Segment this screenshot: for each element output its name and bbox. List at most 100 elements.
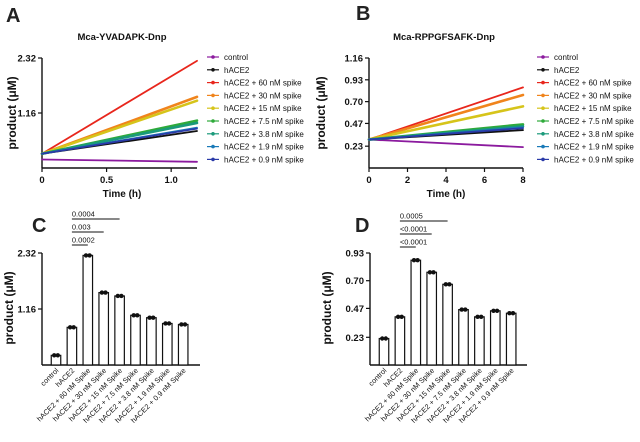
b-ytick-label: 0.70 [345, 97, 364, 108]
d-p-value: <0.0001 [400, 225, 427, 234]
panel-a-legend: control hACE2 hACE2 + 60 nM spike hACE2 + 3… [207, 53, 304, 164]
b-xtick-label: 2 [405, 175, 410, 186]
c-bar-hace2-60-nm-spike [82, 254, 94, 366]
b-series-hace2-15-nm-spike [367, 105, 525, 141]
panel-letter-b: B [356, 3, 370, 25]
panel-a-series [40, 59, 199, 163]
panel-b-title: Mca-RPPGFSAFK-Dnp [393, 32, 495, 43]
c-bar-hace2-0-9-nm-spike [177, 323, 189, 366]
d-ytick-label: 0.93 [346, 249, 365, 260]
panel-c-bar-chart: 1.16 2.32 0.0004 0.003 0.0002 controlhACE2h… [2, 210, 200, 425]
panel-c-bars [50, 253, 189, 366]
a-legend-label-hace2-60-nm-spike: hACE2 + 60 nM spike [224, 79, 302, 88]
a-series-hace2-0-9-nm-spike [41, 127, 198, 155]
a-series-control [41, 158, 198, 163]
d-ytick-label: 0.47 [346, 304, 365, 315]
a-legend-marker-hace2-15-nm-spike [211, 106, 215, 110]
d-ytick-label: 0.70 [346, 276, 365, 287]
panel-a-x-label: Time (h) [103, 189, 142, 200]
d-bar-hace2-7-5-nm-spike [458, 309, 469, 366]
c-bar-hace2-3-8-nm-spike [146, 317, 157, 366]
b-legend-label-hace2-15-nm-spike: hACE2 + 15 nM spike [554, 104, 632, 113]
b-legend-marker-hace2 [541, 68, 545, 72]
c-ytick-label: 1.16 [18, 305, 37, 316]
b-legend-label-hace2-7-5-nm-spike: hACE2 + 7.5 nM spike [554, 117, 634, 126]
panel-c-y-label: product (μM) [2, 271, 16, 344]
b-legend-marker-hace2-7-5-nm-spike [541, 119, 545, 123]
d-bar-hace2-3-8-nm-spike [474, 316, 485, 366]
d-bar-control [378, 337, 390, 366]
b-legend-marker-hace2-0-9-nm-spike [541, 157, 545, 162]
a-ytick-label: 1.16 [18, 109, 37, 120]
a-legend-label-hace2-7-5-nm-spike: hACE2 + 7.5 nM spike [224, 117, 304, 126]
a-legend-marker-control [211, 55, 215, 59]
b-legend-label-hace2-0-9-nm-spike: hACE2 + 0.9 nM spike [554, 155, 634, 164]
b-legend-marker-hace2-60-nm-spike [541, 80, 545, 85]
a-legend-marker-hace2-3-8-nm-spike [211, 132, 215, 136]
c-bar-hace2 [66, 326, 78, 366]
a-xtick-label: 1.0 [165, 175, 178, 186]
d-bar-hace2-30-nm-spike [426, 271, 438, 366]
c-bar-hace2-7-5-nm-spike [130, 314, 141, 366]
a-legend-marker-hace2-7-5-nm-spike [211, 119, 215, 123]
panel-b-x-label: Time (h) [427, 189, 466, 200]
b-ytick-label: 0.93 [345, 75, 364, 86]
a-xtick-label: 0.5 [100, 175, 114, 186]
panel-a-y-label: product (μM) [5, 76, 19, 149]
a-legend-marker-hace2-30-nm-spike [211, 93, 215, 98]
d-bar-hace2-60-nm-spike [410, 259, 422, 366]
panel-d-bar-chart: 0.23 0.47 0.70 0.93 0.0005 <0.0001 <0.0001 co… [320, 212, 527, 425]
panel-d-ticks: 0.23 0.47 0.70 0.93 [346, 249, 370, 344]
panel-letter-a: A [6, 5, 20, 27]
c-bar-hace2-15-nm-spike [114, 295, 125, 366]
panel-c-significance: 0.0004 0.003 0.0002 [71, 210, 120, 246]
c-p-value: 0.0002 [72, 236, 95, 245]
a-series-hace2-15-nm-spike [40, 99, 199, 156]
b-legend-marker-control [541, 55, 545, 59]
b-series-hace2-30-nm-spike [367, 93, 525, 141]
a-legend-marker-hace2-0-9-nm-spike [211, 157, 215, 162]
panel-d-bars [378, 258, 517, 366]
panel-a-line-chart: Mca-YVADAPK-Dnp 1.16 2.32 0 0.5 1.0 product … [5, 32, 304, 200]
panel-d-y-label: product (μM) [320, 271, 334, 344]
panel-letter-c: C [32, 215, 46, 237]
c-p-value: 0.0004 [72, 210, 95, 219]
b-legend-marker-hace2-1-9-nm-spike [541, 144, 545, 149]
panel-a-ticks: 1.16 2.32 0 0.5 1.0 [18, 54, 178, 187]
panel-b-y-label: product (μM) [314, 76, 328, 149]
d-bar-hace2 [394, 316, 406, 366]
a-legend-marker-hace2-60-nm-spike [211, 80, 215, 85]
panel-a-title: Mca-YVADAPK-Dnp [77, 32, 166, 43]
b-legend-label-hace2-1-9-nm-spike: hACE2 + 1.9 nM spike [554, 143, 634, 152]
a-ytick-label: 2.32 [18, 54, 37, 65]
a-legend-label-control: control [224, 53, 248, 62]
b-legend-label-control: control [554, 53, 578, 62]
b-legend-label-hace2-30-nm-spike: hACE2 + 30 nM spike [554, 91, 632, 100]
d-bar-hace2-15-nm-spike [442, 283, 453, 366]
a-xtick-label: 0 [39, 175, 44, 186]
b-legend-label-hace2-60-nm-spike: hACE2 + 60 nM spike [554, 79, 632, 88]
a-legend-label-hace2: hACE2 [224, 66, 250, 75]
d-ytick-label: 0.23 [346, 333, 365, 344]
a-legend-label-hace2-1-9-nm-spike: hACE2 + 1.9 nM spike [224, 143, 304, 152]
b-legend-marker-hace2-3-8-nm-spike [541, 132, 545, 136]
c-ytick-label: 2.32 [18, 249, 37, 260]
b-legend-marker-hace2-15-nm-spike [541, 106, 545, 110]
a-legend-label-hace2-0-9-nm-spike: hACE2 + 0.9 nM spike [224, 155, 304, 164]
b-ytick-label: 1.16 [345, 54, 364, 65]
a-series-hace2-60-nm-spike [41, 59, 198, 155]
panel-b-legend: control hACE2 hACE2 + 60 nM spike hACE2 + 3… [537, 53, 634, 164]
panel-b-line-chart: Mca-RPPGFSAFK-Dnp 0.23 0.47 0.70 0.93 1.16 0 2… [314, 32, 634, 200]
a-legend-marker-hace2-1-9-nm-spike [211, 144, 215, 149]
a-legend-marker-hace2 [211, 68, 215, 72]
d-p-value: <0.0001 [400, 238, 427, 247]
b-xtick-label: 0 [366, 175, 371, 186]
b-ytick-label: 0.23 [345, 142, 364, 153]
c-bar-hace2-30-nm-spike [98, 291, 110, 366]
b-series-control [368, 138, 524, 149]
b-ytick-label: 0.47 [345, 119, 364, 130]
panel-b-ticks: 0.23 0.47 0.70 0.93 1.16 0 2 4 6 8 [345, 54, 526, 187]
